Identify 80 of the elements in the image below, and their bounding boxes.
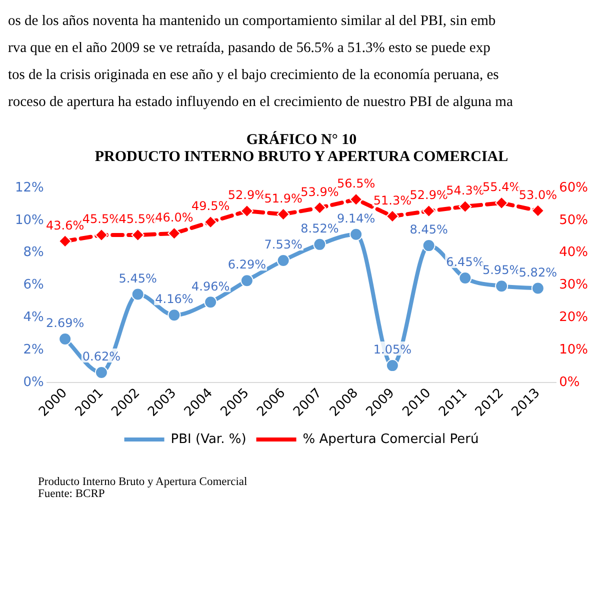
y-tick-label: 6% [23,278,44,293]
point [313,238,326,251]
data-label: 5.95% [482,263,521,278]
data-label: 8.45% [410,222,448,237]
y-tick-label: 10% [14,212,44,228]
point [240,204,254,218]
point [350,192,363,206]
data-label: 8.52% [300,222,339,236]
y-tick-label: 2% [23,342,44,358]
y2-tick-label: 40% [559,245,588,260]
y-tick-label: 8% [23,245,44,260]
chart-title: GRÁFICO N° 10 [245,132,358,149]
data-label: 4.16% [155,292,194,306]
data-label: 55.4% [482,180,521,194]
point [313,201,326,214]
point [386,210,399,223]
data-label: 54.3% [446,184,484,198]
point [495,280,508,293]
y2-tick-label: 10% [559,342,588,358]
data-label: 49.5% [192,199,230,214]
data-label: 5.45% [118,271,157,286]
data-label: 45.5% [118,212,157,226]
point [422,239,436,252]
point [531,204,544,218]
data-label: 46.0% [155,210,194,225]
point [168,226,181,240]
data-label: 53.0% [518,188,557,202]
point [204,216,218,229]
legend-label: % Apertura Comercial Perú [302,432,479,447]
point [94,228,108,242]
point [94,366,108,380]
point [495,196,508,210]
y2-tick-label: 20% [559,310,588,326]
point [531,282,544,295]
y-tick-label: 4% [23,310,44,326]
data-label: 52.9% [410,188,448,202]
point [276,208,290,221]
point [458,200,472,213]
y2-tick-label: 30% [559,278,588,293]
data-label: 51.3% [373,193,412,208]
data-label: 6.45% [446,255,484,270]
point [131,288,144,301]
chart-subtitle: PRODUCTO INTERNO BRUTO Y APERTURA COMERCIAL [94,149,510,166]
text: os de los años noventa ha mantenido un comportamiento similar al del PBI, sin emb [8,12,497,31]
point [168,308,181,322]
text: rva que en el año 2009 se ve retraída, pasando de 56.5% a 51.3% esto se puede exp [8,39,492,58]
point [458,271,472,284]
data-label: 6.29% [228,258,266,272]
data-label: 9.14% [336,212,376,226]
point [276,254,290,267]
legend-label: PBI (Var. %) [170,432,246,447]
data-label: 52.9% [228,188,266,202]
data-label: 5.82% [518,265,557,280]
point [58,332,72,346]
y2-tick-label: 60% [559,180,588,196]
data-label: 53.9% [300,184,339,199]
data-label: 7.53% [264,238,302,252]
data-label: 45.5% [82,212,121,226]
point [386,359,399,372]
data-label: 43.6% [46,218,84,232]
y-tick-label: 12% [14,180,44,196]
y2-tick-label: 50% [559,212,588,228]
point [204,296,218,309]
text: tos de la crisis originada en ese año y el bajo crecimiento de la economía peruana, es [8,66,500,85]
point [58,234,72,248]
point [240,274,254,288]
data-label: 1.05% [373,342,412,357]
text: roceso de apertura ha estado influyendo en el crecimiento de nuestro PBI de alguna ma [8,93,514,112]
data-label: 0.62% [82,350,121,364]
data-label: 56.5% [336,176,376,190]
point [422,204,436,218]
source-note: Fuente: BCRP [38,488,106,500]
y-tick-label: 0% [23,374,44,390]
data-label: 4.96% [192,279,230,294]
y2-tick-label: 0% [559,374,580,390]
point [350,228,363,241]
point [131,228,144,242]
data-label: 2.69% [46,316,84,330]
text: Producto Interno Bruto y Apertura Comercial [38,476,248,488]
data-label: 51.9% [264,191,302,206]
